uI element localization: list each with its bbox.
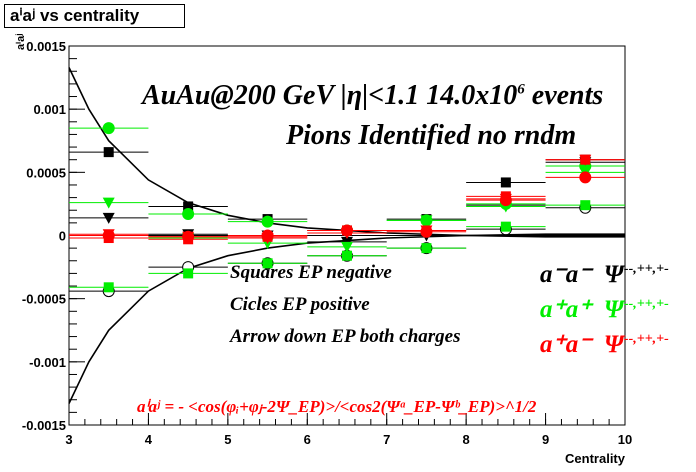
y-tick-label: 0.0005 (26, 165, 66, 180)
x-tick-label: 4 (145, 432, 153, 447)
x-axis-label: Centrality (565, 451, 626, 466)
data-point-square (183, 201, 194, 212)
data-point-triangle (420, 215, 433, 227)
y-axis-label: aⁱaʲ (15, 33, 27, 50)
legend-circles: Cicles EP positive (230, 294, 370, 315)
data-point-square (342, 250, 352, 261)
x-tick-label: 9 (542, 432, 549, 447)
data-point-square (183, 268, 194, 279)
data-point-triangle (579, 154, 592, 166)
x-tick-label: 8 (463, 432, 470, 447)
annotation-selection: Pions Identified no rndm (286, 120, 577, 151)
x-tick-label: 10 (618, 432, 632, 447)
data-point-square (421, 243, 432, 254)
data-point-circle (261, 215, 274, 228)
data-point-triangle (341, 227, 353, 239)
x-tick-label: 6 (304, 432, 311, 447)
data-point-square (580, 200, 591, 211)
data-point-square (500, 177, 511, 188)
y-tick-label: 0 (59, 229, 66, 244)
data-point-triangle (341, 241, 353, 253)
data-point-triangle (102, 197, 115, 209)
y-tick-label: 0.001 (33, 102, 66, 117)
y-tick-label: -0.0005 (22, 292, 66, 307)
fit-curve-lower (68, 233, 625, 404)
data-point-square (262, 258, 273, 269)
formula-definition: aⁱaʲ = - <cos(φᵢ+φⱼ-2Ψ_EP)>/<cos2(Ψᵃ_EP-… (137, 397, 537, 416)
chart-title: aⁱaʲ vs centrality (10, 6, 140, 25)
legend-arrows: Arrow down EP both charges (230, 326, 461, 347)
chart-title-box: aⁱaʲ vs centrality (4, 4, 185, 28)
legend-pair-plus-minus: a⁺a⁻ Ψ--,++,+- (540, 331, 669, 358)
legend-squares: Squares EP negative (230, 262, 392, 283)
x-tick-label: 3 (65, 432, 72, 447)
legend-pair-minus-minus: a⁻a⁻ Ψ--,++,+- (540, 261, 669, 288)
y-tick-label: -0.001 (29, 355, 66, 370)
data-point-square (103, 282, 114, 293)
x-tick-label: 5 (224, 432, 231, 447)
data-point-circle (182, 208, 195, 221)
data-point-triangle (420, 225, 433, 237)
data-point-triangle (182, 231, 195, 243)
legend-pair-plus-plus: a⁺a⁺ Ψ--,++,+- (540, 296, 669, 323)
data-point-circle (579, 171, 592, 184)
y-tick-label: 0.0015 (26, 39, 66, 54)
x-tick-label: 7 (383, 432, 390, 447)
data-point-triangle (102, 229, 115, 241)
data-point-square (103, 147, 114, 158)
data-point-circle (102, 122, 115, 135)
data-point-triangle (102, 212, 115, 224)
data-point-square (500, 221, 511, 232)
y-tick-label: -0.0015 (22, 418, 66, 433)
data-point-triangle (261, 233, 274, 245)
annotation-dataset: AuAu@200 GeV |η|<1.1 14.0x106 events (142, 80, 604, 111)
data-point-triangle (499, 193, 512, 205)
